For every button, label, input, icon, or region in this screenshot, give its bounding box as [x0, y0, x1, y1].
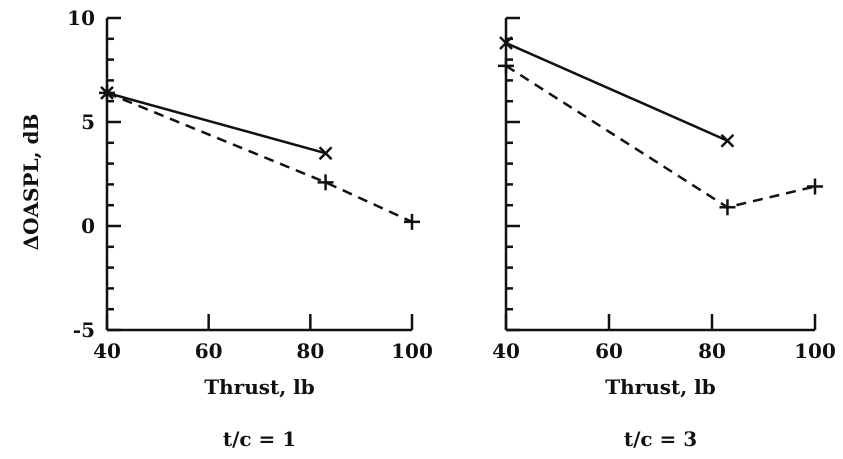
x-tick-label: 60 [595, 339, 623, 363]
panel-2: 40 60 80 100 Thrust, lb t/c = 3 [492, 16, 836, 451]
series-line-dashed [505, 64, 816, 209]
x-axis-label: Thrust, lb [605, 375, 716, 399]
y-axis-label: ΔOASPL, dB [19, 114, 43, 251]
x-tick-label: 80 [698, 339, 726, 363]
x-tick-label: 60 [195, 339, 223, 363]
x-tick-label: 40 [492, 339, 520, 363]
data-point-plus [498, 57, 514, 74]
x-tick-label: 40 [93, 339, 121, 363]
x-axis-label: Thrust, lb [204, 375, 315, 399]
panel-caption: t/c = 3 [624, 427, 697, 451]
data-point-plus [719, 199, 736, 216]
y-tick-label: -5 [73, 318, 95, 342]
series-line-dashed [106, 91, 413, 223]
data-point-cross [318, 146, 333, 161]
panel-1: -5 0 5 10 40 60 80 100 Thrust, lb t/c = 1 [67, 6, 433, 451]
data-point-plus [99, 84, 115, 101]
panel-caption: t/c = 1 [223, 427, 296, 451]
data-point-plus [317, 174, 334, 191]
y-tick-label: 5 [81, 110, 95, 134]
x-tick-label: 80 [296, 339, 324, 363]
data-point-cross [720, 133, 735, 148]
y-tick-label: 0 [81, 214, 95, 238]
series-line-solid [505, 41, 728, 142]
x-tick-label: 100 [391, 339, 433, 363]
x-tick-label: 100 [794, 339, 836, 363]
data-point-plus [807, 178, 823, 195]
y-tick-label: 10 [67, 6, 95, 30]
data-point-plus [404, 213, 420, 230]
series-line-solid [106, 91, 326, 155]
data-point-cross [499, 36, 513, 50]
